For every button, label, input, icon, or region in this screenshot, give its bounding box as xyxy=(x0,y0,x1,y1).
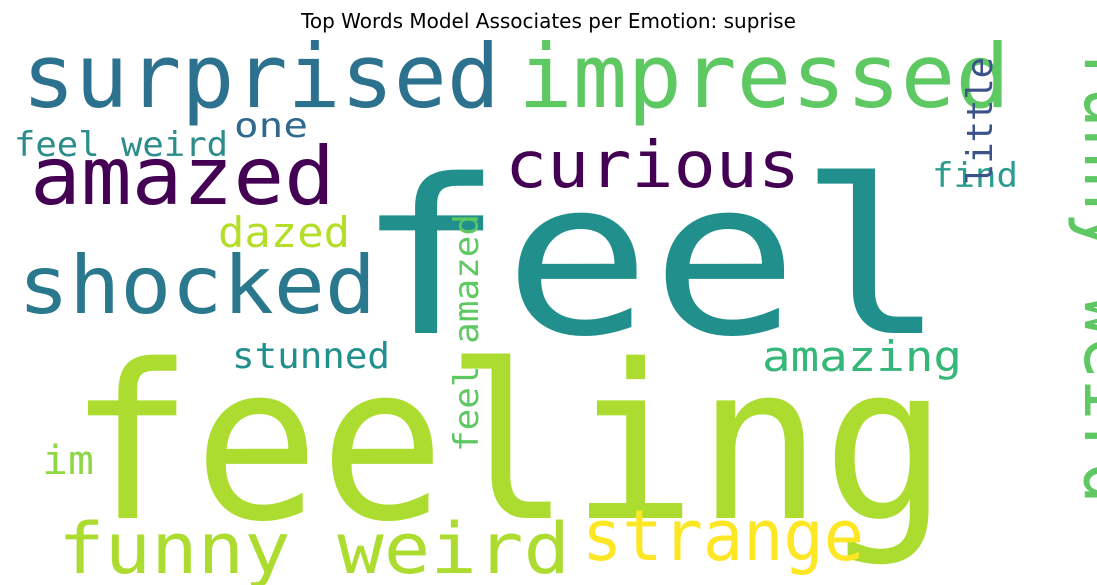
word-curious: curious xyxy=(505,129,800,203)
word-feeling: feeling xyxy=(68,318,948,569)
word-im: im xyxy=(42,438,94,484)
word-strange: strange xyxy=(582,495,864,577)
word-impressed: impressed xyxy=(518,25,1010,128)
word-overwhelmed: funny weird xyxy=(58,508,570,585)
word-feel: feel xyxy=(356,133,946,384)
word-funny-weird: funny weird xyxy=(1066,44,1097,504)
word-dazed: dazed xyxy=(218,208,350,257)
word-amazed: amazed xyxy=(30,130,335,223)
word-one: one xyxy=(234,106,308,146)
word-find: find xyxy=(932,156,1018,196)
word-feel-weird: feel weird xyxy=(14,125,228,165)
word-feel-amazed: feel amazed xyxy=(447,214,487,452)
word-stunned: stunned xyxy=(232,336,390,377)
word-shocked: shocked xyxy=(18,239,376,332)
word-little: little xyxy=(960,57,1001,185)
chart-title: Top Words Model Associates per Emotion: … xyxy=(301,9,796,33)
word-amazing: amazing xyxy=(762,332,962,381)
word-surprised: surprised xyxy=(22,25,500,128)
